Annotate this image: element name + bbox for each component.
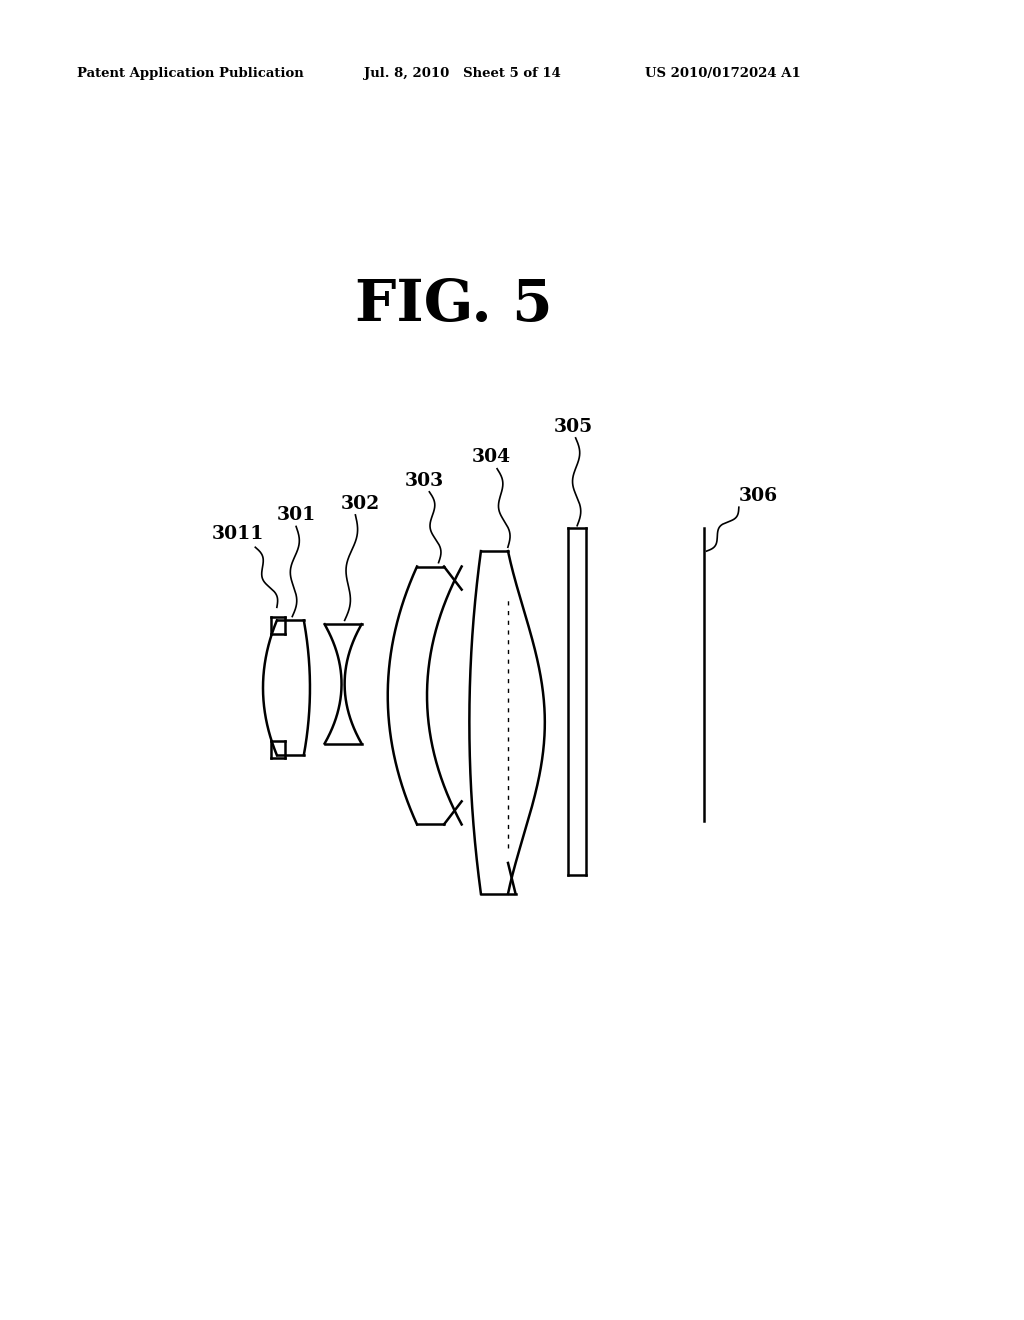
Text: 304: 304: [471, 449, 511, 466]
Text: 302: 302: [340, 495, 380, 512]
Text: Jul. 8, 2010   Sheet 5 of 14: Jul. 8, 2010 Sheet 5 of 14: [364, 66, 560, 79]
Text: 3011: 3011: [212, 525, 264, 544]
Text: 301: 301: [276, 506, 315, 524]
Text: FIG. 5: FIG. 5: [355, 277, 553, 333]
Text: US 2010/0172024 A1: US 2010/0172024 A1: [645, 66, 801, 79]
Text: 303: 303: [406, 471, 444, 490]
Text: 306: 306: [739, 487, 778, 506]
Text: 305: 305: [554, 417, 593, 436]
Text: Patent Application Publication: Patent Application Publication: [77, 66, 303, 79]
